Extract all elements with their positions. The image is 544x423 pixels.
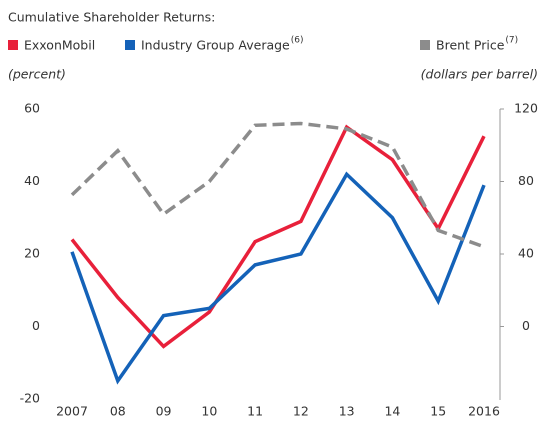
chart-title: Cumulative Shareholder Returns: [8,10,215,25]
x-tick-label: 12 [293,404,309,419]
y-tick-label: -20 [20,391,40,406]
x-tick-label: 13 [339,404,355,419]
y2-tick-label: 0 [522,318,530,333]
y-tick-label: 20 [24,246,40,261]
legend-swatch [420,40,430,50]
legend-label: ExxonMobil [24,38,95,53]
y-tick-label: 60 [24,101,40,116]
x-tick-label: 14 [384,404,400,419]
y-tick-label: 40 [24,173,40,188]
y2-tick-label: 40 [518,246,534,261]
x-tick-label: 2016 [468,404,500,419]
legend-swatch [125,40,135,50]
x-tick-label: 10 [201,404,217,419]
line-series [70,124,486,349]
legend-note: (6) [291,36,304,46]
line-series [70,121,485,249]
legend-note: (7) [505,36,518,46]
y2-axis-label: (dollars per barrel) [421,67,538,82]
y-axis-label: (percent) [8,67,66,82]
legend-swatch [8,40,18,50]
x-tick-label: 09 [156,404,172,419]
y2-tick-label: 120 [514,101,538,116]
x-tick-label: 11 [247,404,263,419]
x-tick-label: 08 [110,404,126,419]
legend-label: Brent Price [436,38,505,53]
x-tick-label: 2007 [56,404,88,419]
y2-tick-label: 80 [518,173,534,188]
y-tick-label: 0 [32,318,40,333]
legend-label: Industry Group Average [141,38,290,53]
line-series [70,171,486,385]
x-tick-label: 15 [430,404,446,419]
